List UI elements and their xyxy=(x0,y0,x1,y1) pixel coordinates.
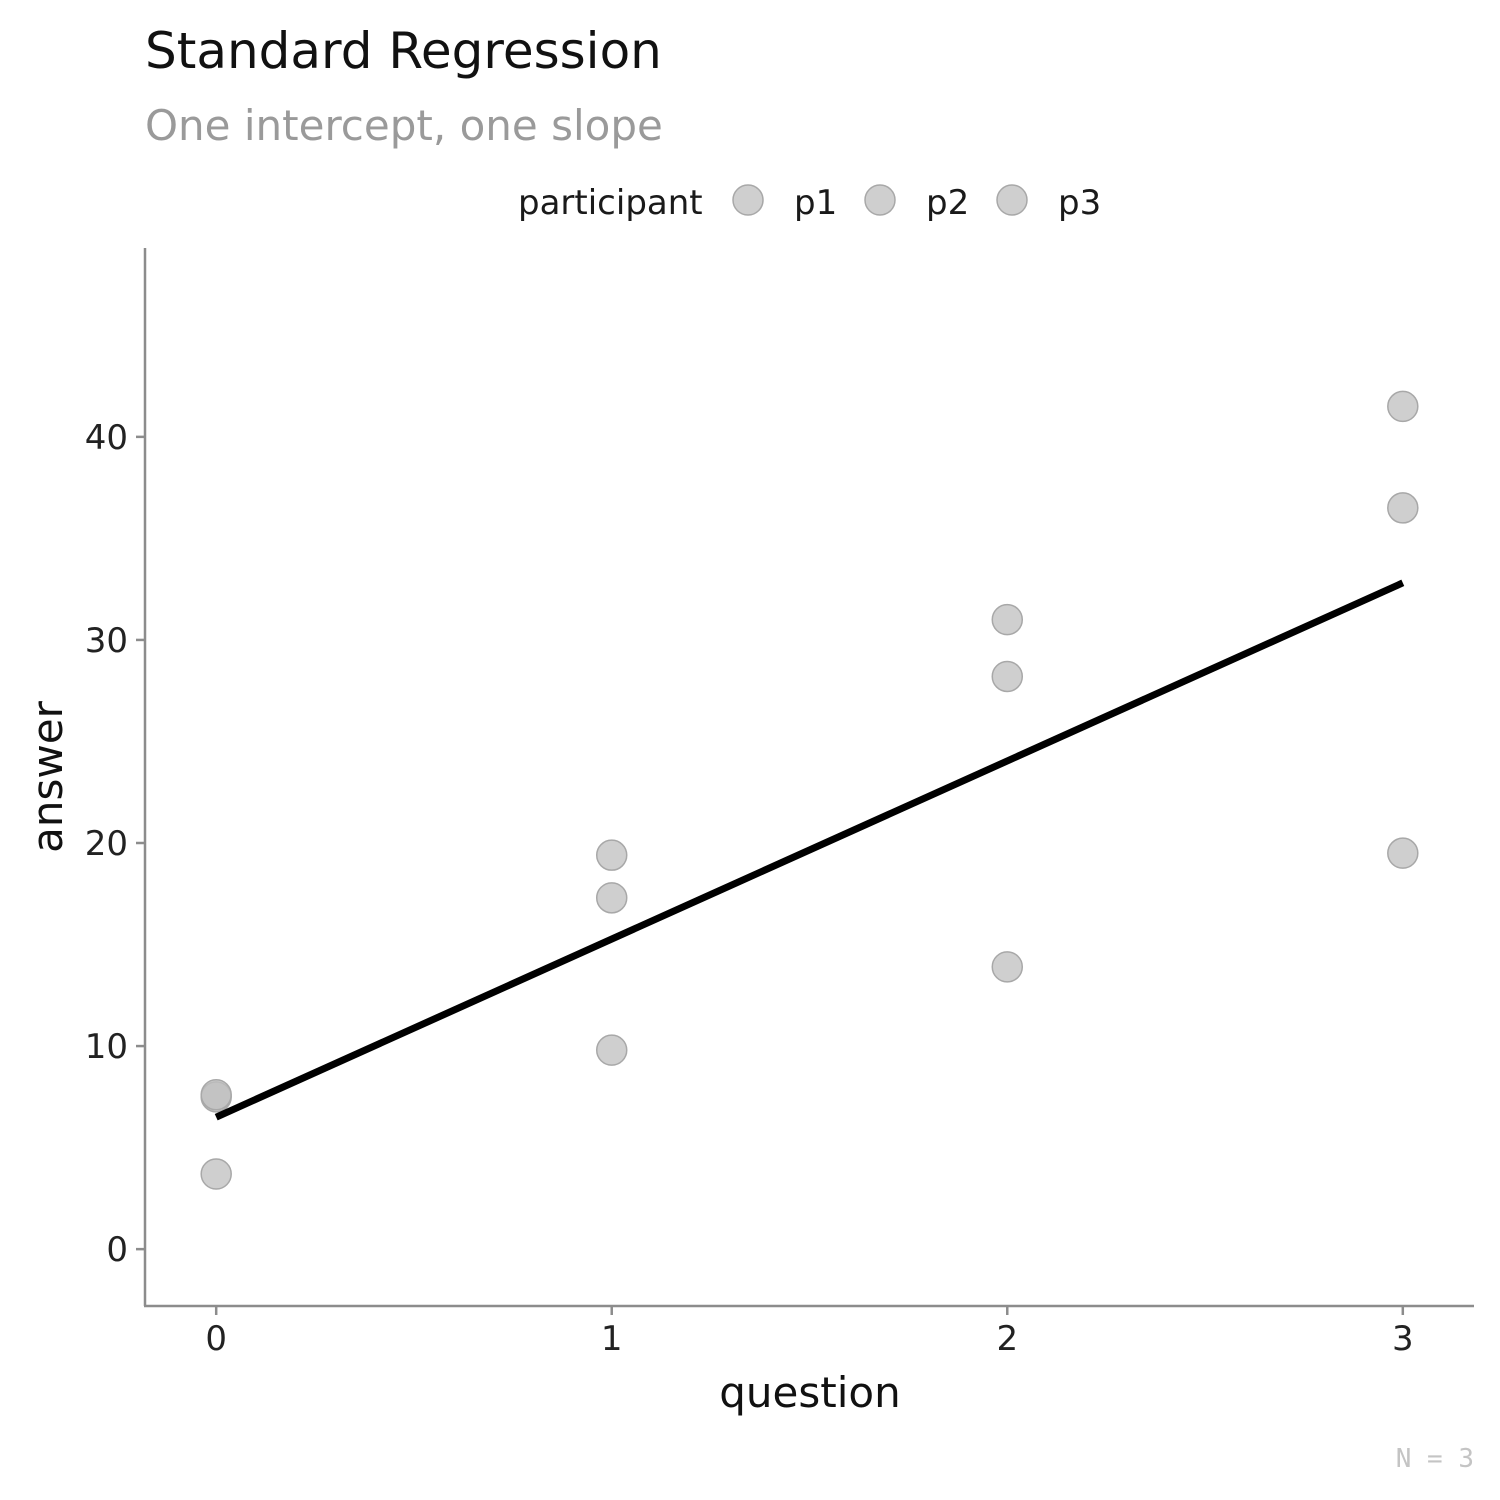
data-point-p3 xyxy=(1387,837,1419,869)
data-point-p3 xyxy=(991,951,1024,983)
legend-label-p2: p2 xyxy=(926,183,969,223)
x-tick-label: 1 xyxy=(601,1319,623,1359)
data-point-p2 xyxy=(991,603,1024,636)
data-point-p3 xyxy=(200,1158,232,1190)
legend-label-p1: p1 xyxy=(794,183,837,223)
data-point-p1 xyxy=(1387,492,1419,524)
x-axis-title: question xyxy=(719,1368,900,1417)
y-tick-label: 10 xyxy=(85,1027,128,1067)
chart-subtitle: One intercept, one slope xyxy=(145,101,663,150)
data-point-p1 xyxy=(595,882,628,914)
legend: participant p1 p2 p3 xyxy=(518,183,1101,223)
data-point-p2 xyxy=(595,839,628,871)
data-point-p2 xyxy=(1387,390,1419,423)
x-ticks: 0 1 2 3 xyxy=(205,1306,1414,1359)
chart-title: Standard Regression xyxy=(145,22,662,80)
legend-key-p1 xyxy=(732,184,764,216)
data-point-p3 xyxy=(595,1034,628,1066)
y-tick-label: 40 xyxy=(85,418,128,458)
data-points xyxy=(200,390,1419,1190)
regression-line-group xyxy=(214,579,1405,1121)
caption: N = 3 xyxy=(1396,1444,1474,1474)
data-point-p2 xyxy=(200,1079,232,1111)
x-tick-label: 3 xyxy=(1392,1319,1414,1359)
axes: 0 10 20 30 40 0 1 2 3 xyxy=(85,248,1474,1359)
y-tick-label: 20 xyxy=(85,824,128,864)
x-tick-label: 0 xyxy=(205,1319,227,1359)
legend-key-p3 xyxy=(996,184,1028,216)
legend-title: participant xyxy=(518,183,703,223)
regression-line xyxy=(214,579,1405,1121)
y-axis-title: answer xyxy=(23,700,72,852)
y-tick-label: 30 xyxy=(85,621,128,661)
legend-label-p3: p3 xyxy=(1058,183,1101,223)
legend-entries: p1 p2 p3 xyxy=(732,183,1101,223)
y-tick-label: 0 xyxy=(106,1230,128,1270)
data-point-p1 xyxy=(991,660,1024,693)
x-tick-label: 2 xyxy=(996,1319,1018,1359)
y-ticks: 0 10 20 30 40 xyxy=(85,418,145,1270)
legend-key-p2 xyxy=(864,184,896,216)
